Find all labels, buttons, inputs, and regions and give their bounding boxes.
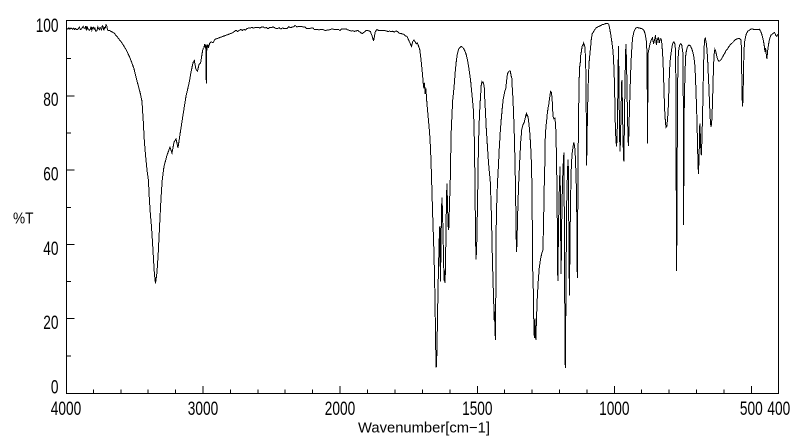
svg-text:4000: 4000 <box>51 398 81 420</box>
svg-text:40: 40 <box>43 238 58 260</box>
svg-text:80: 80 <box>43 89 58 111</box>
svg-text:3000: 3000 <box>188 398 218 420</box>
svg-text:2000: 2000 <box>325 398 355 420</box>
svg-text:Wavenumber[cm−1]: Wavenumber[cm−1] <box>358 420 490 437</box>
svg-text:500: 500 <box>740 398 763 420</box>
svg-text:0: 0 <box>51 376 59 398</box>
svg-text:1500: 1500 <box>462 398 492 420</box>
svg-text:100: 100 <box>36 15 59 37</box>
svg-text:20: 20 <box>43 312 58 334</box>
svg-text:60: 60 <box>43 164 58 186</box>
svg-text:1000: 1000 <box>599 398 629 420</box>
svg-text:%T: %T <box>13 211 34 228</box>
svg-text:400: 400 <box>767 398 790 420</box>
